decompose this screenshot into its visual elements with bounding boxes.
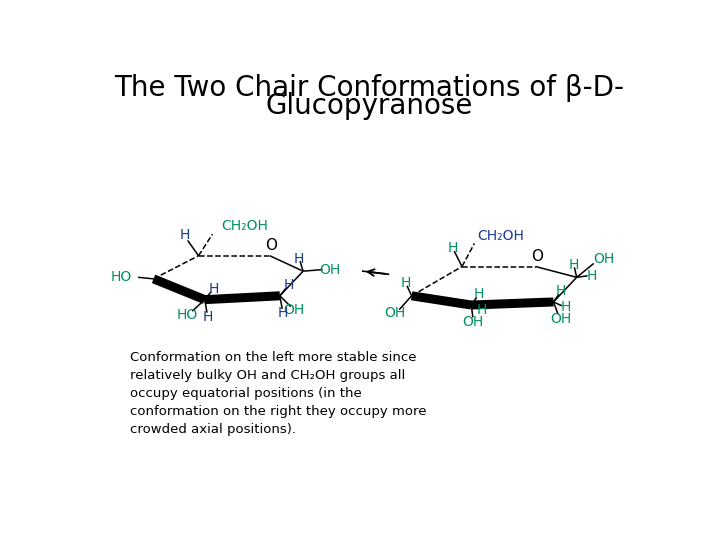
Text: H: H: [587, 269, 598, 283]
Text: H: H: [448, 241, 458, 255]
Text: OH: OH: [283, 302, 305, 316]
Text: Conformation on the left more stable since
relatively bulky OH and CH₂OH groups : Conformation on the left more stable sin…: [130, 351, 427, 436]
Text: H: H: [568, 258, 579, 272]
Text: OH: OH: [384, 306, 405, 320]
Text: OH: OH: [593, 252, 614, 266]
Text: The Two Chair Conformations of β-D-: The Two Chair Conformations of β-D-: [114, 74, 624, 102]
Text: OH: OH: [462, 315, 483, 329]
Text: H: H: [293, 252, 304, 266]
Text: HO: HO: [111, 271, 132, 285]
Text: H: H: [474, 287, 485, 301]
Text: H: H: [477, 302, 487, 316]
Text: CH₂OH: CH₂OH: [477, 229, 524, 243]
Text: H: H: [556, 284, 567, 298]
Text: O: O: [266, 238, 277, 253]
Text: H: H: [179, 228, 190, 242]
Text: HO: HO: [177, 308, 198, 322]
Text: O: O: [531, 249, 543, 264]
Text: Glucopyranose: Glucopyranose: [265, 92, 473, 120]
Text: H: H: [278, 306, 288, 320]
Text: OH: OH: [551, 312, 572, 326]
Text: H: H: [400, 276, 410, 291]
Text: OH: OH: [320, 262, 341, 276]
Text: H: H: [209, 282, 219, 296]
Text: H: H: [561, 300, 571, 314]
Text: H: H: [284, 278, 294, 292]
Text: H: H: [202, 309, 213, 323]
Text: CH₂OH: CH₂OH: [222, 219, 269, 233]
